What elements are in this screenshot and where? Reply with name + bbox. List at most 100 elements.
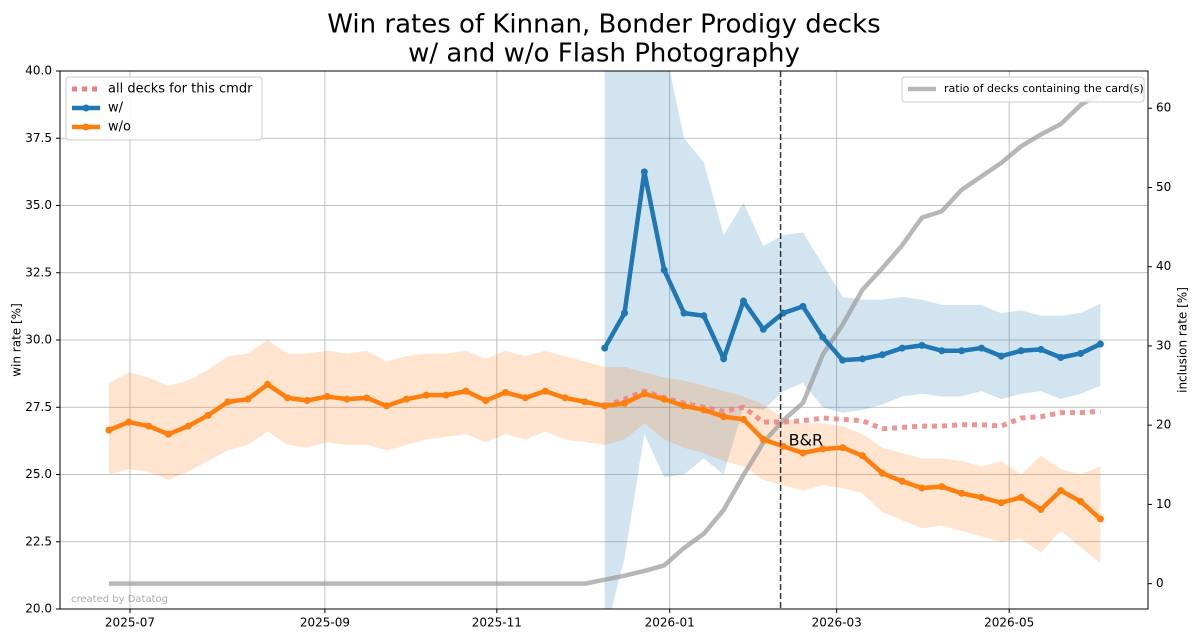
- y-tick-label: 27.5: [25, 400, 52, 414]
- series-marker: [839, 444, 847, 452]
- series-marker: [1037, 505, 1045, 513]
- series-marker: [938, 347, 946, 355]
- series-marker: [482, 397, 490, 405]
- series-marker: [1057, 487, 1065, 495]
- series-marker: [1017, 347, 1025, 355]
- series-marker: [958, 489, 966, 497]
- series-marker: [541, 387, 549, 395]
- series-marker: [680, 402, 688, 410]
- series-marker: [779, 309, 787, 317]
- series-marker: [1096, 340, 1104, 348]
- series-marker: [660, 266, 668, 274]
- series-marker: [502, 388, 510, 396]
- series-marker: [283, 394, 291, 402]
- series-marker: [640, 390, 648, 398]
- series-marker: [640, 168, 648, 176]
- series-marker: [125, 418, 133, 426]
- series-marker: [858, 452, 866, 460]
- legend-marker: [82, 123, 90, 131]
- legend-label: w/: [108, 101, 124, 116]
- grid: [60, 71, 1148, 609]
- legend-box: [65, 76, 263, 141]
- series-marker: [878, 469, 886, 477]
- series-marker: [601, 402, 609, 410]
- series-marker: [363, 394, 371, 402]
- series-marker: [264, 380, 272, 388]
- y-tick-label: 30.0: [25, 333, 52, 347]
- chart-title: Win rates of Kinnan, Bonder Prodigy deck…: [327, 10, 880, 40]
- series-marker: [462, 387, 470, 395]
- plot-area: [60, 71, 1148, 609]
- x-tick-label: 2026-01: [645, 616, 695, 630]
- y-tick-label: 40.0: [25, 64, 52, 78]
- series-marker: [700, 406, 708, 414]
- series-marker: [402, 395, 410, 403]
- y2-tick-label: 10: [1156, 497, 1171, 511]
- series-marker: [621, 309, 629, 317]
- legend-marker: [82, 104, 90, 112]
- series-marker: [442, 391, 450, 399]
- confidence-band: [604, 71, 1101, 609]
- chart-title: w/ and w/o Flash Photography: [408, 39, 800, 69]
- legend-box: [901, 76, 1145, 103]
- series-marker: [997, 499, 1005, 507]
- series-marker: [1077, 497, 1085, 505]
- series-marker: [621, 399, 629, 407]
- series-marker: [105, 426, 113, 434]
- series-marker: [858, 355, 866, 363]
- ratio-line: [108, 91, 1102, 586]
- series-marker: [204, 411, 212, 419]
- series-marker: [700, 312, 708, 320]
- series-marker: [720, 413, 728, 421]
- series-marker: [422, 391, 430, 399]
- x-tick-label: 2025-07: [105, 616, 155, 630]
- series-marker: [561, 394, 569, 402]
- series-marker: [819, 445, 827, 453]
- series-marker: [164, 430, 172, 438]
- series-marker: [759, 436, 767, 444]
- series-marker: [383, 402, 391, 410]
- series-marker: [779, 442, 787, 450]
- series-marker: [1096, 515, 1104, 523]
- x-tick-label: 2025-11: [472, 616, 522, 630]
- series-marker: [680, 309, 688, 317]
- legend-label: w/o: [108, 120, 131, 135]
- y-tick-label: 37.5: [25, 131, 52, 145]
- y-axis-label: win rate [%]: [10, 303, 24, 377]
- series-marker: [521, 394, 529, 402]
- watermark: created by Datatog: [71, 594, 168, 605]
- series-marker: [898, 477, 906, 485]
- series-marker: [581, 398, 589, 406]
- series-marker: [918, 341, 926, 349]
- legend-label: ratio of decks containing the card(s): [944, 82, 1144, 95]
- series-marker: [799, 302, 807, 310]
- x-tick-label: 2025-09: [300, 616, 350, 630]
- series-marker: [601, 344, 609, 352]
- y2-tick-label: 0: [1156, 576, 1164, 590]
- series-marker: [739, 415, 747, 423]
- series-marker: [918, 484, 926, 492]
- series-marker: [244, 395, 252, 403]
- y2-axis-label: inclusion rate [%]: [1176, 287, 1190, 393]
- series-marker: [323, 392, 331, 400]
- series-marker: [1037, 345, 1045, 353]
- y-tick-label: 20.0: [25, 602, 52, 616]
- series-marker: [224, 398, 232, 406]
- series-marker: [839, 356, 847, 364]
- series-marker: [184, 422, 192, 430]
- y-tick-label: 22.5: [25, 534, 52, 548]
- y2-tick-label: 60: [1156, 101, 1171, 115]
- series-marker: [759, 325, 767, 333]
- series-marker: [303, 397, 311, 405]
- series-marker: [938, 483, 946, 491]
- series-marker: [898, 344, 906, 352]
- series-marker: [1057, 353, 1065, 361]
- series-marker: [997, 352, 1005, 360]
- series-marker: [1077, 349, 1085, 357]
- series-marker: [739, 297, 747, 305]
- y2-tick-label: 20: [1156, 418, 1171, 432]
- legend-label: all decks for this cmdr: [108, 82, 253, 97]
- series-marker: [819, 333, 827, 341]
- series-marker: [977, 344, 985, 352]
